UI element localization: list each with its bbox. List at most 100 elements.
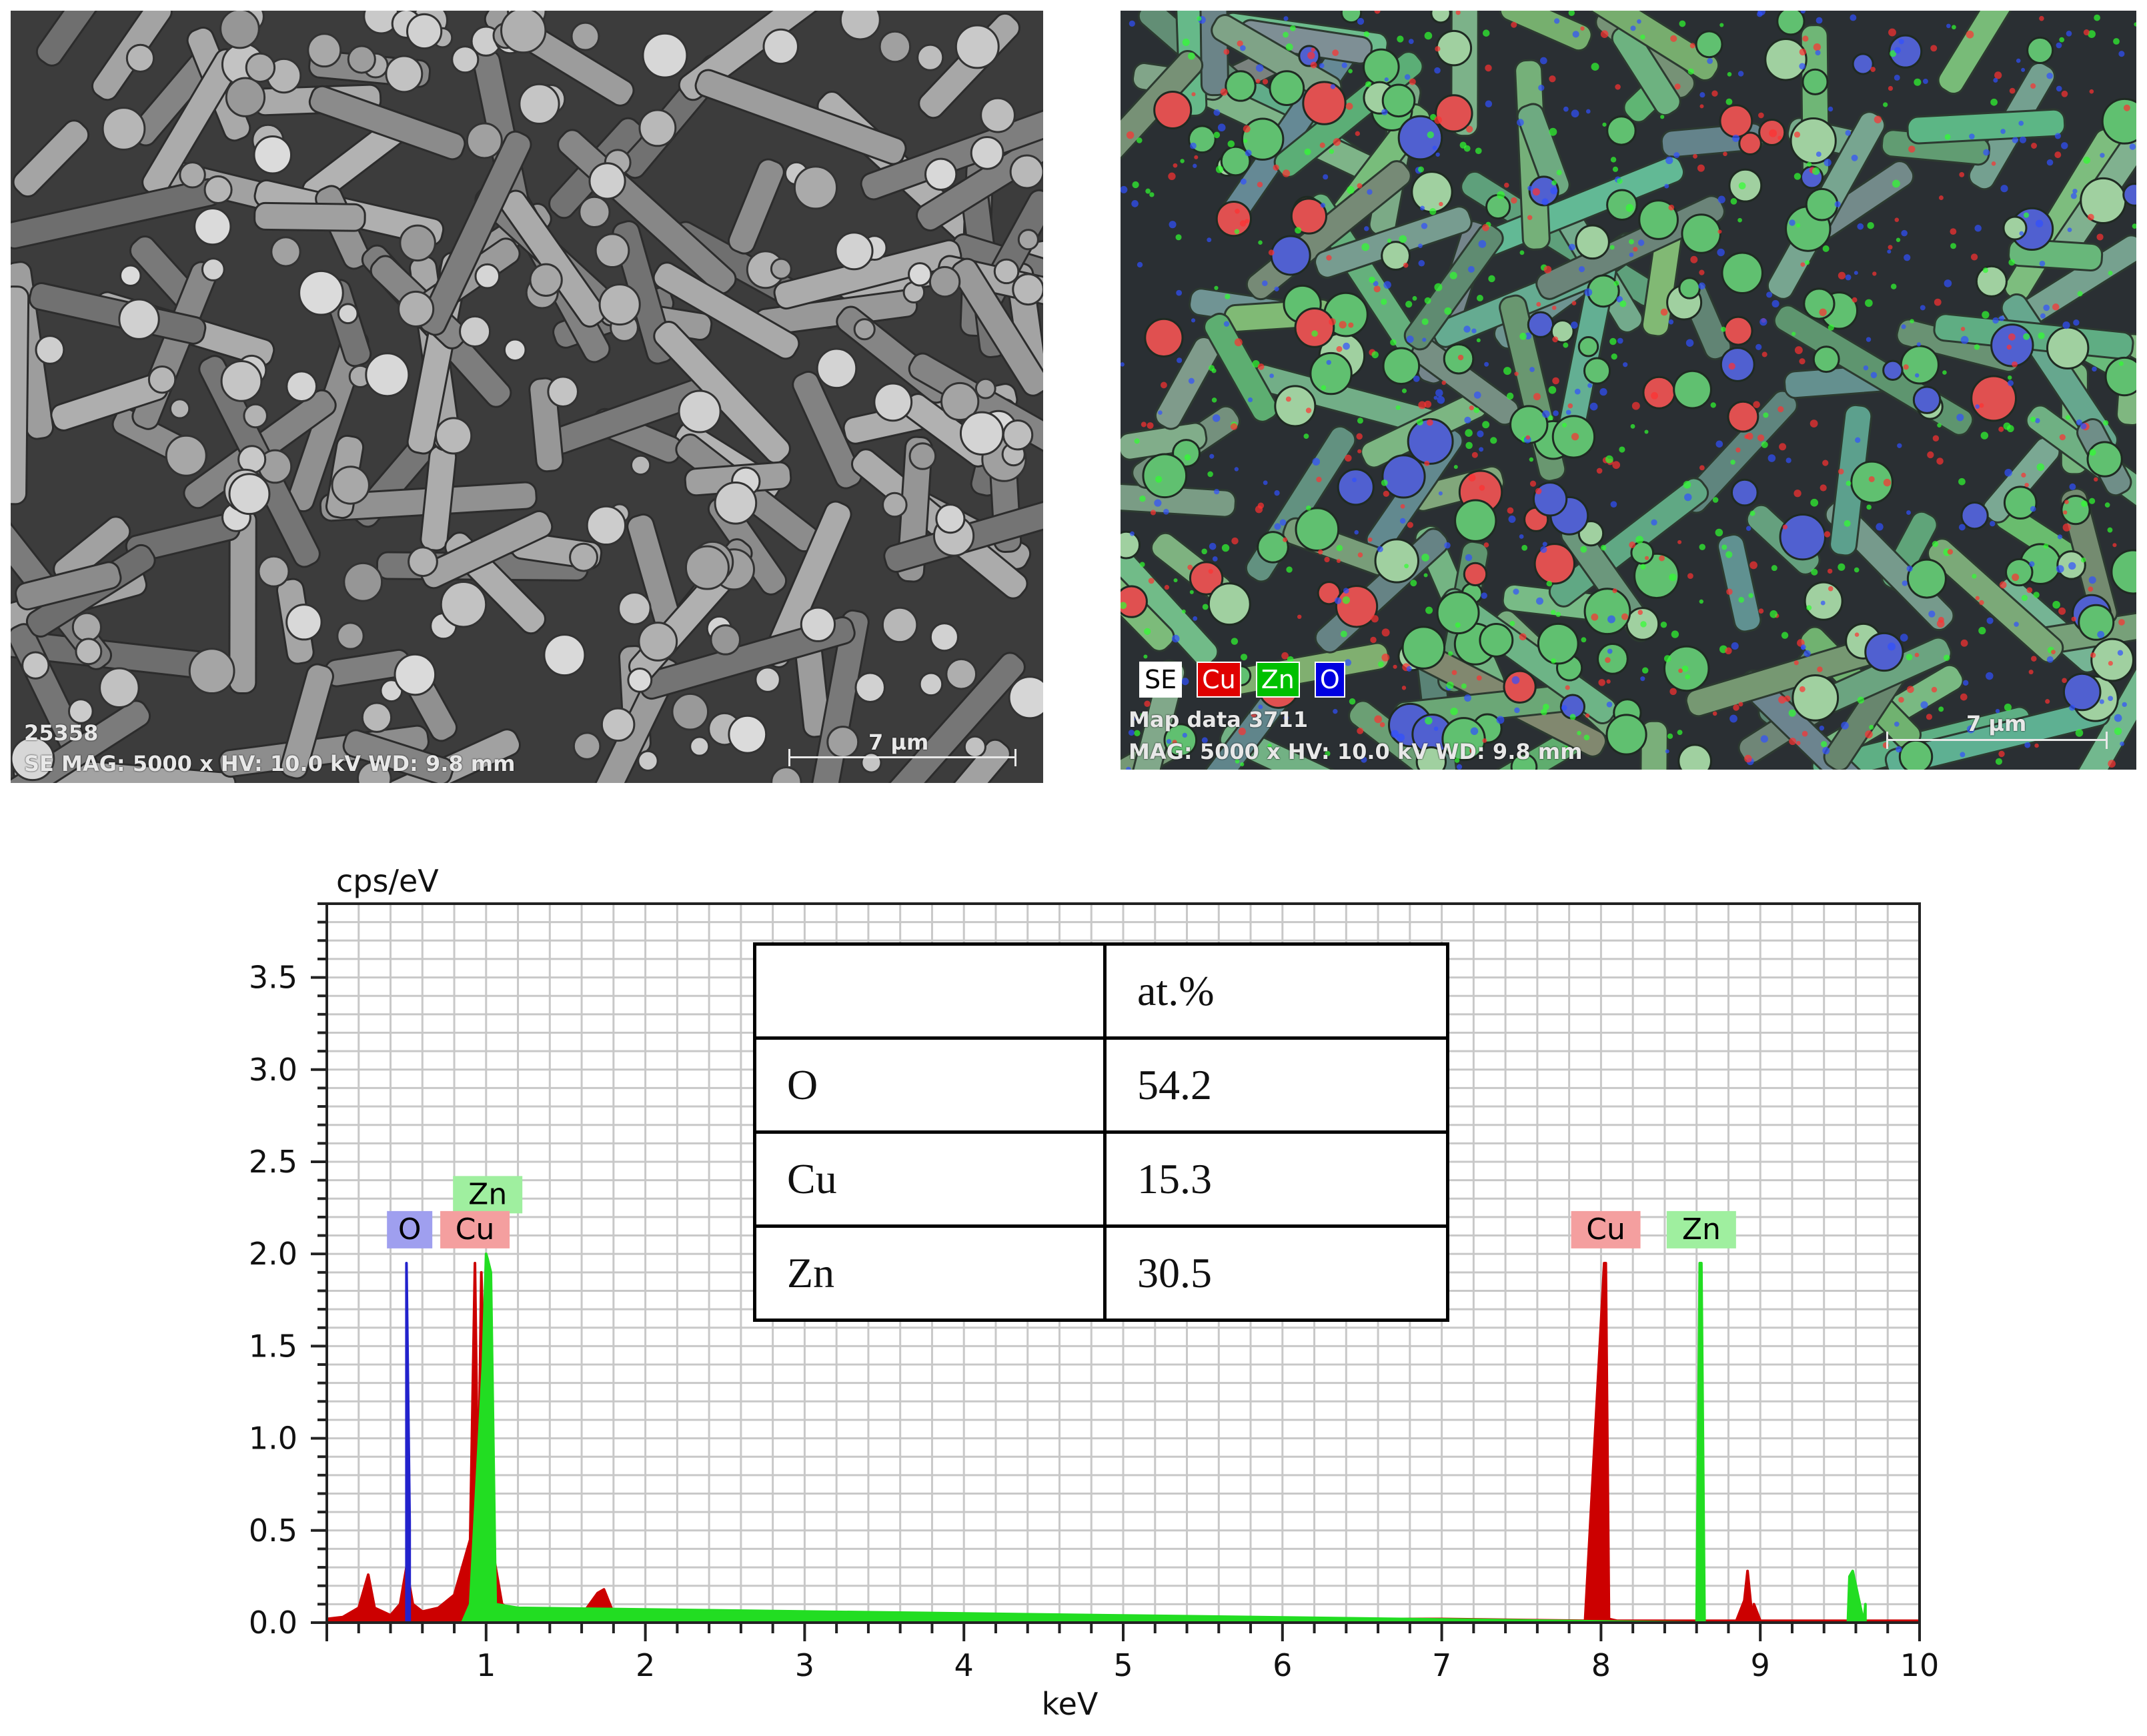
element-dot (1237, 40, 1243, 47)
particle (503, 338, 527, 362)
x-tick-label: 5 (1113, 1647, 1133, 1683)
element-dot (1717, 195, 1725, 203)
element-dot (1150, 510, 1157, 516)
element-dot (1771, 565, 1777, 572)
element-dot (1457, 354, 1464, 361)
element-dot (1416, 418, 1423, 425)
element-dot (1367, 189, 1373, 195)
particle (385, 55, 424, 93)
element-dot (2103, 419, 2109, 426)
element-dot (1571, 301, 1577, 305)
element-dot (1182, 732, 1187, 738)
element-dot (1482, 421, 1490, 429)
element-dot (1715, 440, 1723, 448)
particle-clusters (11, 11, 1043, 783)
element-dot (1870, 67, 1876, 72)
element-dot (1640, 564, 1646, 570)
element-dot (2134, 22, 2136, 27)
element-dot (1240, 178, 1247, 185)
element-dot (1370, 636, 1377, 644)
element-dot (1991, 161, 1996, 166)
particle (1721, 251, 1763, 294)
element-dot (1506, 392, 1514, 400)
element-dot (1540, 546, 1547, 554)
element-dot (1455, 622, 1461, 628)
element-dot (1354, 530, 1359, 535)
element-dot (1854, 567, 1860, 573)
element-dot (1857, 696, 1865, 704)
particle (1463, 562, 1488, 587)
element-dot (1550, 187, 1558, 195)
element-dot (1910, 319, 1914, 323)
element-dot (1693, 153, 1697, 159)
element-dot (1769, 610, 1778, 618)
element-dot (2021, 67, 2026, 72)
element-dot (1587, 383, 1593, 388)
element-dot (1723, 151, 1727, 157)
element-dot (1488, 275, 1495, 283)
element-dot (2069, 704, 2076, 711)
element-dot (1446, 681, 1454, 689)
element-dot (1914, 78, 1922, 86)
element-dot (1417, 166, 1424, 173)
element-dot (1450, 707, 1458, 716)
element-dot (1699, 104, 1704, 109)
particle (928, 265, 961, 298)
element-dot (1168, 172, 1176, 181)
particle (1888, 34, 1923, 69)
table-row: Zn 30.5 (753, 1224, 1449, 1322)
element-dot (1763, 412, 1769, 418)
element-dot (1258, 704, 1263, 710)
particle (1606, 115, 1637, 146)
particle (873, 382, 913, 422)
element-dot (1735, 447, 1741, 453)
element-dot (1645, 556, 1649, 560)
element-dot (2077, 291, 2083, 297)
element-dot (1343, 342, 1350, 350)
element-dot (2040, 313, 2046, 319)
element-dot (2104, 502, 2110, 508)
element-dot (1677, 540, 1682, 544)
particle (179, 161, 206, 189)
element-dot (1325, 750, 1331, 757)
element-dot (1958, 478, 1966, 486)
element-dot (1890, 50, 1897, 57)
nanorod (1203, 312, 1279, 423)
particle (2026, 36, 2054, 65)
element-dot (1888, 245, 1893, 250)
element-dot (1846, 480, 1852, 486)
element-dot (1533, 393, 1541, 401)
element-dot (1541, 198, 1549, 205)
element-dot (1667, 733, 1673, 739)
element-dot (1623, 362, 1628, 367)
element-dot (1485, 64, 1492, 72)
element-dot (1866, 337, 1872, 342)
element-dot (1404, 74, 1411, 80)
particle (125, 43, 155, 73)
particle (1727, 400, 1759, 433)
element-dot (1998, 426, 2004, 432)
element-dot (1381, 653, 1390, 662)
element-dot (1942, 370, 1947, 375)
element-dots (1121, 11, 2136, 770)
particle (637, 750, 659, 772)
element-dot (1234, 229, 1240, 234)
element-dot (1263, 480, 1268, 486)
element-dot (1630, 423, 1635, 429)
element-dot (1316, 476, 1322, 483)
element-dot (1336, 558, 1341, 564)
element-dot (1243, 125, 1251, 133)
composition-table: at.% O 54.2 Cu 15.3 Zn 30.5 (753, 942, 1449, 1322)
element-dot (1813, 43, 1822, 51)
table-element-cell: Cu (753, 1130, 1107, 1228)
element-dot (1699, 465, 1705, 471)
table-value-cell: 15.3 (1103, 1130, 1449, 1228)
element-dot (1319, 63, 1325, 69)
element-dot (1938, 706, 1944, 712)
particle (35, 335, 65, 365)
element-dot (1181, 609, 1186, 614)
particle (1290, 197, 1327, 235)
particle (1153, 90, 1193, 130)
element-dot (1503, 367, 1511, 375)
element-dot (1468, 474, 1476, 482)
